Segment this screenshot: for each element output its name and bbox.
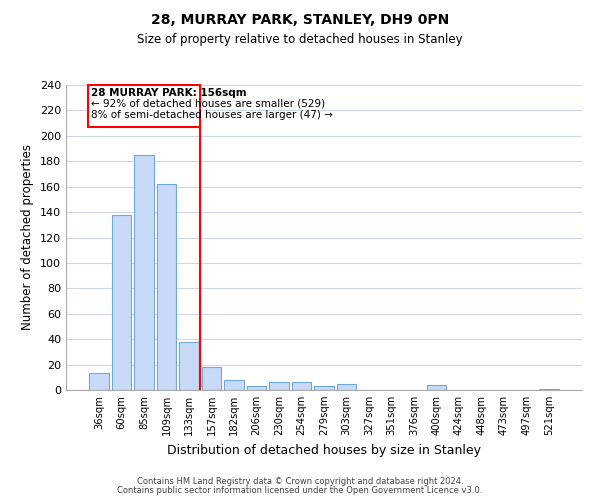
Text: Size of property relative to detached houses in Stanley: Size of property relative to detached ho…: [137, 32, 463, 46]
Y-axis label: Number of detached properties: Number of detached properties: [22, 144, 34, 330]
FancyBboxPatch shape: [88, 85, 200, 127]
Bar: [202, 367, 221, 390]
Text: 28, MURRAY PARK, STANLEY, DH9 0PN: 28, MURRAY PARK, STANLEY, DH9 0PN: [151, 12, 449, 26]
Bar: [539, 388, 559, 390]
Bar: [89, 374, 109, 390]
Bar: [269, 382, 289, 390]
Bar: [224, 380, 244, 390]
Bar: [179, 342, 199, 390]
Text: 8% of semi-detached houses are larger (47) →: 8% of semi-detached houses are larger (4…: [91, 110, 333, 120]
Bar: [337, 384, 356, 390]
Text: 28 MURRAY PARK: 156sqm: 28 MURRAY PARK: 156sqm: [91, 88, 247, 98]
Text: Contains HM Land Registry data © Crown copyright and database right 2024.: Contains HM Land Registry data © Crown c…: [137, 477, 463, 486]
Text: ← 92% of detached houses are smaller (529): ← 92% of detached houses are smaller (52…: [91, 99, 325, 109]
Bar: [292, 382, 311, 390]
Text: Contains public sector information licensed under the Open Government Licence v3: Contains public sector information licen…: [118, 486, 482, 495]
Bar: [134, 155, 154, 390]
Bar: [157, 184, 176, 390]
Bar: [427, 385, 446, 390]
Bar: [112, 214, 131, 390]
Bar: [247, 386, 266, 390]
Bar: [314, 386, 334, 390]
X-axis label: Distribution of detached houses by size in Stanley: Distribution of detached houses by size …: [167, 444, 481, 456]
